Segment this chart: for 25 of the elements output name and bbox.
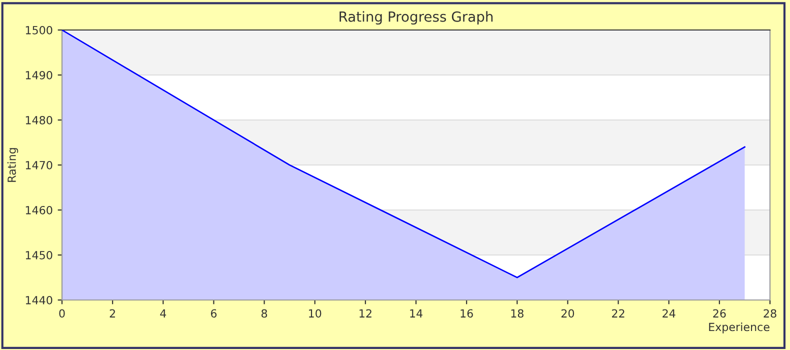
- x-tick-label: 4: [160, 309, 166, 318]
- x-tick-label: 2: [110, 309, 115, 318]
- x-tick-label: 26: [713, 309, 726, 318]
- chart-title: Rating Progress Graph: [340, 11, 493, 25]
- x-tick-label: 6: [210, 309, 217, 318]
- y-axis-title: Rating: [7, 148, 18, 182]
- y-tick-label: 1480: [26, 116, 52, 124]
- x-tick-label: 16: [460, 309, 473, 318]
- x-tick-label: 0: [59, 309, 65, 318]
- x-axis-title: Experience: [709, 322, 770, 334]
- y-tick-label: 1460: [26, 206, 52, 214]
- x-tick-label: 18: [511, 309, 524, 318]
- x-tick-label: 12: [360, 309, 372, 318]
- y-tick-label: 1440: [26, 296, 52, 304]
- x-tick-label: 20: [561, 309, 574, 318]
- x-tick-label: 24: [662, 309, 676, 318]
- y-tick-label: 1500: [26, 26, 52, 34]
- y-tick-label: 1450: [26, 250, 52, 260]
- x-tick-label: 8: [262, 309, 268, 318]
- y-tick-label: 1490: [26, 70, 52, 80]
- y-tick-label: 1470: [26, 160, 52, 170]
- x-tick-label: 10: [309, 309, 322, 318]
- x-tick-label: 22: [612, 309, 624, 318]
- x-tick-label: 14: [410, 309, 422, 318]
- x-tick-label: 28: [764, 309, 776, 318]
